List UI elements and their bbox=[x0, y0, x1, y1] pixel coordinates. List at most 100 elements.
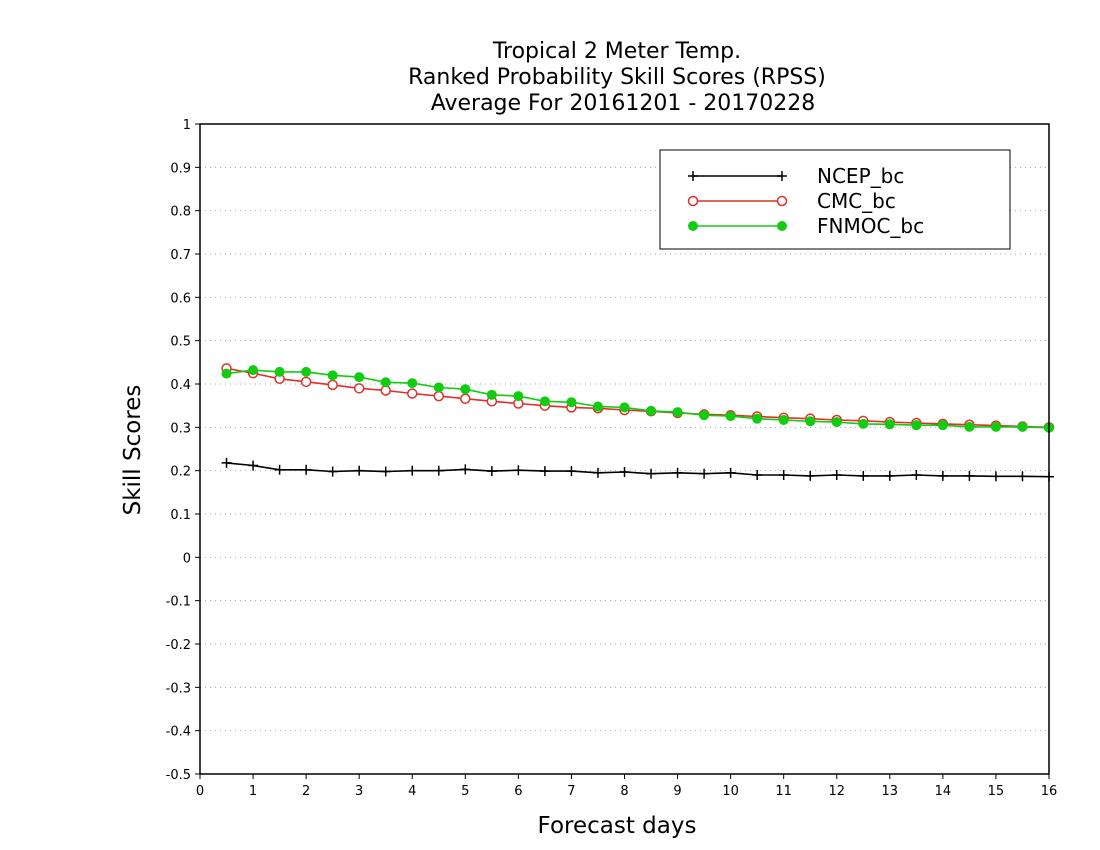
grid bbox=[200, 166, 1049, 732]
y-tick-label: 0.6 bbox=[170, 291, 191, 306]
y-tick-label: 0.9 bbox=[170, 161, 191, 176]
legend-entry-cmc-bc: CMC_bc bbox=[687, 189, 896, 213]
title-line-1: Tropical 2 Meter Temp. bbox=[492, 39, 741, 64]
data-point-fnmoc-bc bbox=[274, 366, 285, 377]
data-point-ncep-bc bbox=[884, 470, 895, 481]
data-point-ncep-bc bbox=[460, 464, 471, 475]
data-point-ncep-bc bbox=[672, 467, 683, 478]
data-point-ncep-bc bbox=[619, 466, 630, 477]
data-point-fnmoc-bc bbox=[805, 416, 816, 427]
data-point-ncep-bc bbox=[911, 470, 922, 480]
chart-title: Tropical 2 Meter Temp. Ranked Probabilit… bbox=[408, 39, 826, 116]
title-line-2: Ranked Probability Skill Scores (RPSS) bbox=[408, 65, 826, 90]
legend-marker bbox=[688, 221, 698, 231]
data-point-fnmoc-bc bbox=[566, 397, 577, 408]
data-point-ncep-bc bbox=[407, 465, 418, 476]
legend-label: NCEP_bc bbox=[817, 164, 904, 188]
x-tick-label: 2 bbox=[302, 784, 310, 799]
data-point-fnmoc-bc bbox=[327, 370, 338, 381]
data-point-cmc-bc bbox=[433, 390, 445, 402]
y-tick-label: 0.5 bbox=[170, 335, 191, 350]
data-point-fnmoc-bc bbox=[884, 419, 895, 430]
data-point-fnmoc-bc bbox=[646, 405, 657, 416]
y-tick-label: -0.5 bbox=[166, 768, 191, 783]
legend-marker bbox=[688, 171, 698, 181]
data-point-fnmoc-bc bbox=[858, 418, 869, 429]
data-point-fnmoc-bc bbox=[380, 377, 391, 388]
data-point-ncep-bc bbox=[274, 464, 285, 475]
data-point-fnmoc-bc bbox=[990, 421, 1001, 432]
legend-marker bbox=[777, 171, 787, 181]
x-tick-label: 14 bbox=[935, 784, 952, 799]
data-point-fnmoc-bc bbox=[539, 396, 550, 407]
x-tick-label: 8 bbox=[620, 784, 628, 799]
data-point-fnmoc-bc bbox=[1017, 421, 1028, 432]
data-point-ncep-bc bbox=[301, 464, 312, 475]
data-point-cmc-bc bbox=[460, 393, 471, 404]
data-point-ncep-bc bbox=[354, 465, 365, 476]
x-tick-label: 5 bbox=[461, 784, 469, 799]
data-point-fnmoc-bc bbox=[778, 414, 789, 425]
y-tick-label: 0.1 bbox=[170, 508, 191, 523]
data-point-ncep-bc bbox=[699, 468, 710, 479]
y-tick-label: 1 bbox=[183, 118, 191, 133]
data-point-ncep-bc bbox=[646, 468, 657, 479]
y-tick-label: -0.4 bbox=[166, 725, 191, 740]
series-fnmoc-bc bbox=[221, 365, 1054, 433]
data-point-ncep-bc bbox=[221, 457, 232, 468]
data-point-ncep-bc bbox=[725, 467, 736, 478]
data-point-fnmoc-bc bbox=[486, 389, 497, 400]
y-tick-label: 0.3 bbox=[170, 421, 191, 436]
x-tick-label: 6 bbox=[514, 784, 522, 799]
data-point-ncep-bc bbox=[486, 466, 497, 477]
data-point-ncep-bc bbox=[327, 466, 338, 477]
data-point-cmc-bc bbox=[380, 385, 391, 396]
data-point-fnmoc-bc bbox=[407, 378, 418, 389]
legend-entry-ncep-bc: NCEP_bc bbox=[688, 164, 904, 188]
data-point-fnmoc-bc bbox=[513, 391, 524, 402]
data-point-fnmoc-bc bbox=[221, 368, 232, 379]
data-point-fnmoc-bc bbox=[725, 411, 736, 422]
data-point-cmc-bc bbox=[353, 383, 365, 394]
x-tick-label: 15 bbox=[988, 784, 1005, 799]
series-line-fnmoc-bc bbox=[226, 369, 1050, 429]
data-point-fnmoc-bc bbox=[831, 417, 842, 428]
x-tick-label: 16 bbox=[1041, 784, 1058, 799]
x-tick-label: 7 bbox=[567, 784, 575, 799]
y-tick-label: 0.2 bbox=[170, 465, 191, 480]
data-point-ncep-bc bbox=[937, 470, 948, 481]
x-tick-label: 0 bbox=[196, 784, 204, 799]
data-point-fnmoc-bc bbox=[752, 413, 763, 424]
y-axis-ticks: 1 0.9 0.8 0.7 0.6 0.5 0.4 0.3 0.2 0.1 0 -0.1 -0.2 -0.… bbox=[166, 118, 200, 783]
x-tick-label: 1 bbox=[249, 784, 257, 799]
data-point-fnmoc-bc bbox=[699, 410, 710, 421]
data-point-fnmoc-bc bbox=[433, 382, 444, 393]
data-point-ncep-bc bbox=[592, 467, 603, 478]
data-point-ncep-bc bbox=[964, 470, 975, 481]
data-point-fnmoc-bc bbox=[354, 372, 365, 383]
title-line-3: Average For 20161201 - 20170228 bbox=[431, 91, 816, 116]
series-ncep-bc bbox=[221, 457, 1054, 482]
y-tick-label: 0.7 bbox=[170, 248, 191, 263]
x-tick-label: 13 bbox=[882, 784, 899, 799]
data-point-ncep-bc bbox=[1017, 471, 1028, 482]
data-point-ncep-bc bbox=[566, 466, 577, 477]
data-point-ncep-bc bbox=[778, 470, 789, 480]
data-point-fnmoc-bc bbox=[672, 407, 683, 418]
x-axis-label: Forecast days bbox=[538, 813, 697, 839]
legend-marker bbox=[776, 195, 788, 207]
x-tick-label: 3 bbox=[355, 784, 363, 799]
x-tick-label: 11 bbox=[775, 784, 792, 799]
data-point-cmc-bc bbox=[407, 388, 418, 399]
legend-entry-fnmoc-bc: FNMOC_bc bbox=[688, 214, 924, 238]
data-point-fnmoc-bc bbox=[937, 420, 948, 431]
data-point-ncep-bc bbox=[248, 460, 259, 471]
data-point-fnmoc-bc bbox=[301, 366, 312, 377]
data-point-fnmoc-bc bbox=[964, 421, 975, 432]
legend-label: FNMOC_bc bbox=[817, 214, 924, 238]
x-axis-ticks: 0 1 2 3 4 5 6 7 8 9 10 11 12 13 14 15 16 bbox=[196, 774, 1057, 799]
data-point-ncep-bc bbox=[990, 471, 1001, 482]
data-point-ncep-bc bbox=[380, 466, 391, 477]
